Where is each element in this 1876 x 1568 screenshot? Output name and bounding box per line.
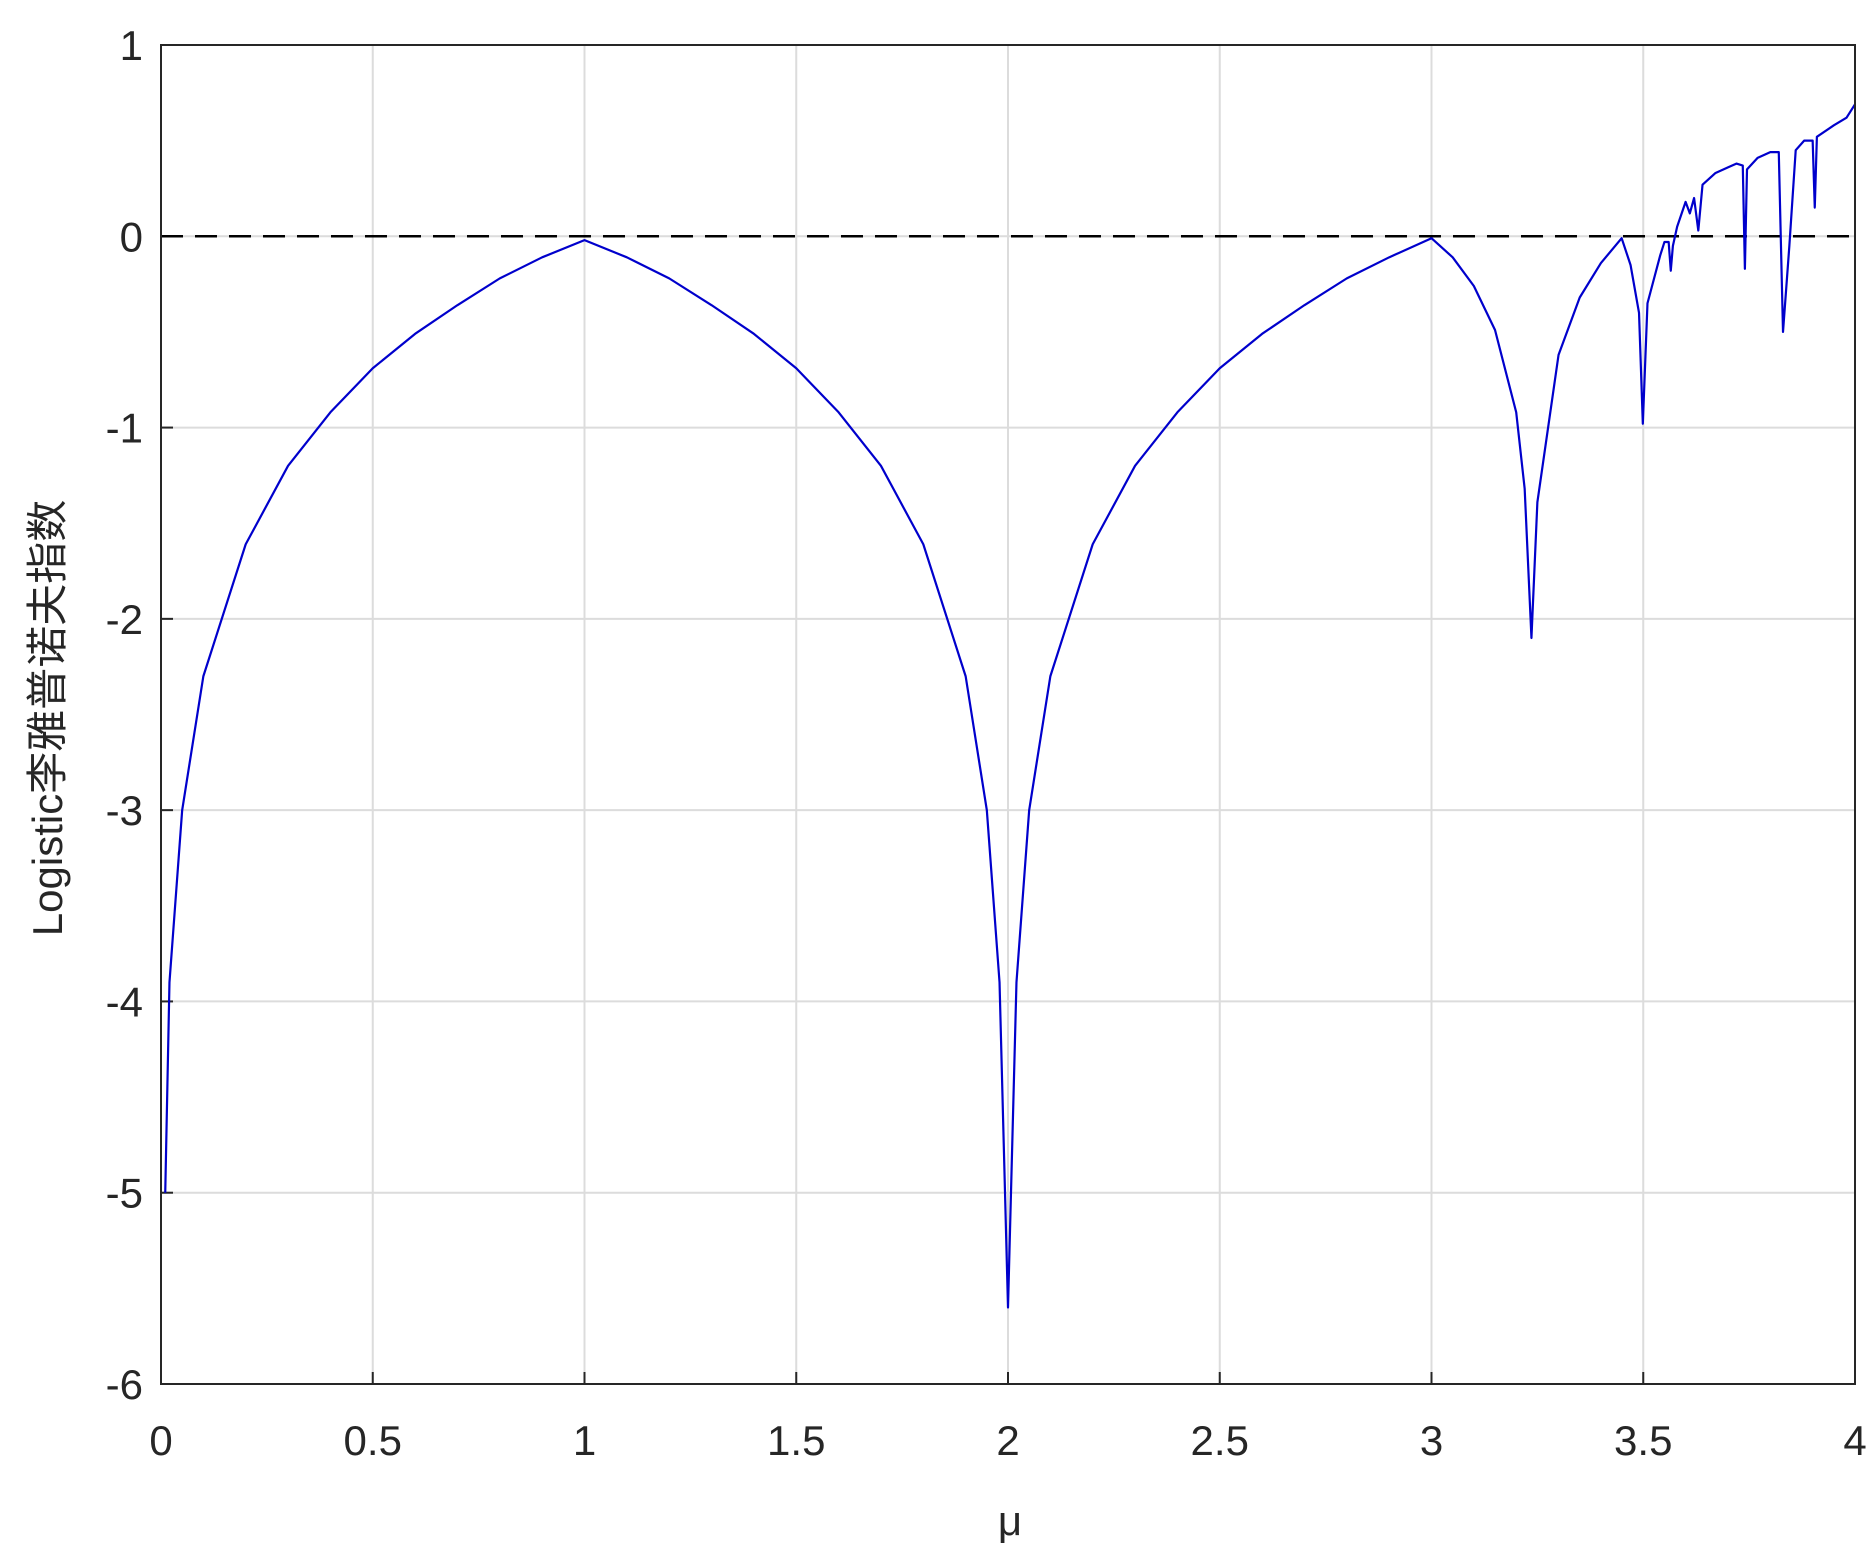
x-tick-label: 3.5 bbox=[1614, 1417, 1672, 1464]
x-tick-label: 4 bbox=[1843, 1417, 1866, 1464]
y-tick-label: -1 bbox=[106, 405, 143, 452]
x-tick-label: 0 bbox=[149, 1417, 172, 1464]
x-tick-label: 2.5 bbox=[1191, 1417, 1249, 1464]
y-tick-label: 0 bbox=[120, 213, 143, 260]
y-tick-label: -2 bbox=[106, 596, 143, 643]
y-axis-label: Logistic李雅普诺夫指数 bbox=[24, 500, 71, 936]
x-tick-label: 3 bbox=[1420, 1417, 1443, 1464]
data-line bbox=[164, 103, 1856, 1309]
x-tick-label: 1.5 bbox=[767, 1417, 825, 1464]
y-tick-label: -4 bbox=[106, 978, 143, 1025]
x-tick-label: 1 bbox=[573, 1417, 596, 1464]
y-tick-label: -6 bbox=[106, 1361, 143, 1408]
x-tick-label: 0.5 bbox=[344, 1417, 402, 1464]
plot-frame bbox=[160, 44, 1856, 1385]
y-tick-label: 1 bbox=[120, 22, 143, 69]
x-tick-label: 2 bbox=[996, 1417, 1019, 1464]
y-tick-label: -3 bbox=[106, 787, 143, 834]
y-tick-label: -5 bbox=[106, 1170, 143, 1217]
x-axis-label: μ bbox=[998, 1497, 1022, 1544]
